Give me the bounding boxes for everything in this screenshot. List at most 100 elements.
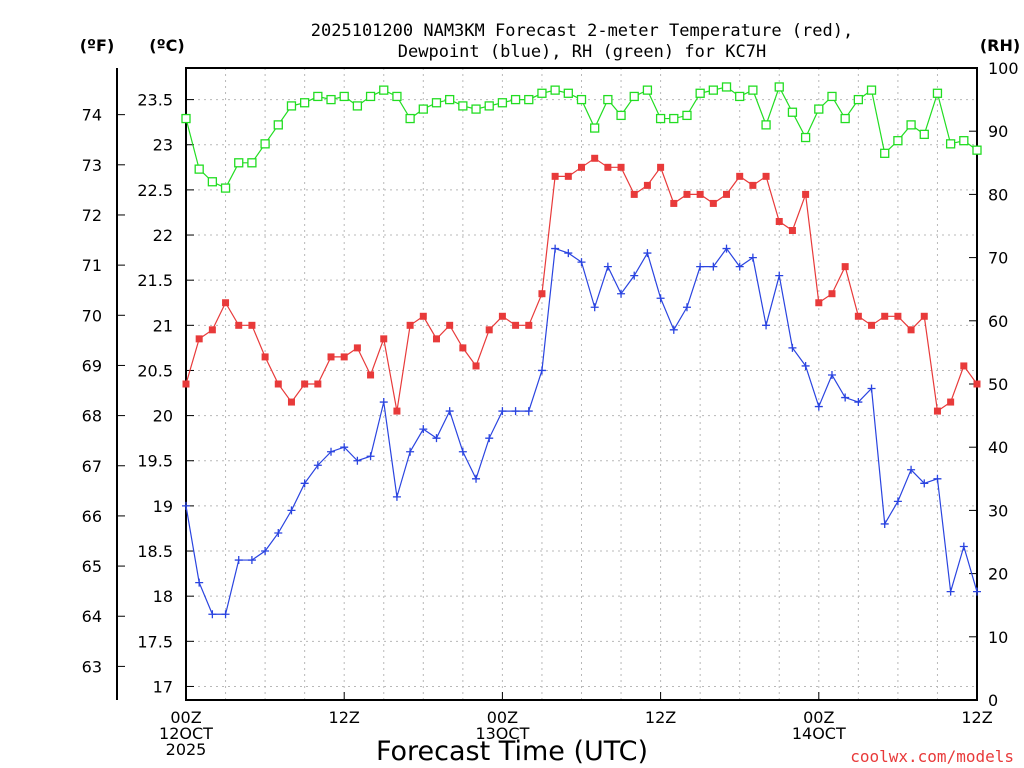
dewpoint-point [880, 519, 889, 528]
rh-unit-label: (RH) [980, 36, 1020, 55]
rh-point [181, 113, 191, 124]
rh-point [919, 129, 929, 140]
temperature-point [432, 335, 440, 343]
fahrenheit-tick-label: 71 [82, 256, 102, 275]
dewpoint-point [392, 492, 401, 501]
temperature-point [222, 299, 230, 307]
rh-point [655, 113, 666, 124]
fahrenheit-tick-label: 74 [82, 106, 102, 125]
dewpoint-point [208, 610, 217, 619]
temperature-point [498, 312, 506, 320]
fahrenheit-tick-label: 70 [82, 306, 102, 325]
x-tick-label: 13OCT [475, 724, 529, 743]
dewpoint-point [709, 262, 718, 271]
fahrenheit-tick-label: 66 [82, 507, 102, 526]
rh-point [814, 104, 824, 114]
temperature-point [643, 181, 651, 189]
rh-point [959, 136, 969, 146]
rh-point [893, 136, 903, 146]
celsius-tick-label: 23.5 [137, 91, 173, 110]
temperature-point [762, 172, 770, 180]
temperature-point [749, 181, 757, 189]
dewpoint-point [524, 407, 533, 416]
series-dewpoint [182, 244, 981, 619]
dewpoint-point [445, 407, 454, 416]
dewpoint-point [735, 262, 744, 271]
dewpoint-point [907, 465, 916, 474]
celsius-tick-label: 19.5 [137, 452, 173, 471]
temperature-point [274, 380, 282, 388]
rh-point [669, 113, 679, 124]
temperature-point [657, 163, 665, 171]
rh-tick-label: 10 [988, 628, 1008, 647]
dewpoint-point [353, 456, 362, 465]
temperature-point [182, 380, 190, 388]
temperature-point [960, 362, 968, 370]
fahrenheit-tick-label: 72 [82, 206, 102, 225]
rh-point [313, 91, 323, 102]
temperature-point [472, 362, 480, 370]
celsius-tick-label: 21.5 [137, 271, 173, 290]
temperature-point [446, 321, 454, 329]
x-tick-label: 12OCT [159, 724, 213, 743]
temperature-point [788, 227, 796, 235]
rh-tick-label: 20 [988, 565, 1008, 584]
temperature-point [340, 353, 348, 361]
rh-tick-label: 30 [988, 501, 1008, 520]
rh-point [866, 85, 877, 95]
temperature-point [538, 290, 546, 298]
temperature-point [933, 407, 941, 415]
temperature-point [920, 312, 928, 320]
rh-point [247, 158, 257, 168]
temperature-point [696, 190, 704, 198]
dewpoint-point [577, 258, 586, 267]
rh-tick-label: 60 [988, 312, 1008, 331]
dewpoint-point [696, 262, 705, 271]
temperature-point [525, 321, 533, 329]
dewpoint-point [762, 321, 771, 330]
rh-point [392, 91, 402, 102]
dewpoint-point [643, 249, 652, 258]
celsius-tick-label: 22 [153, 226, 173, 245]
rh-tick-label: 0 [988, 691, 998, 710]
rh-point [721, 82, 732, 92]
temperature-point [973, 380, 981, 388]
temperature-point [841, 263, 849, 271]
dewpoint-point [617, 289, 626, 298]
rh-point [827, 91, 837, 102]
temperature-point [485, 326, 493, 334]
data-series [181, 82, 982, 619]
rh-point [800, 132, 811, 143]
rh-point [458, 101, 468, 111]
rh-tick-label: 40 [988, 438, 1008, 457]
dewpoint-point [498, 407, 507, 416]
temperature-point [894, 312, 902, 320]
temperature-point [578, 163, 585, 171]
temperature-point [802, 190, 810, 198]
fahrenheit-tick-label: 65 [82, 557, 102, 576]
rh-tick-label: 100 [988, 59, 1019, 78]
x-tick-label: 2025 [166, 740, 207, 759]
dewpoint-point [827, 370, 836, 379]
temperature-point [287, 398, 295, 406]
dewpoint-point [182, 501, 190, 510]
temperature-point [683, 190, 691, 198]
temperature-point [353, 344, 361, 352]
temperature-point [630, 190, 638, 198]
temperature-point [736, 172, 744, 180]
temperature-point [617, 163, 625, 171]
rh-point [695, 88, 705, 98]
rh-point [299, 98, 310, 108]
rh-point [563, 88, 573, 98]
temperature-point [775, 217, 783, 225]
rh-point [708, 85, 718, 95]
rh-point [352, 101, 363, 111]
temperature-point [327, 353, 335, 361]
dewpoint-point [511, 407, 520, 416]
temperature-point [459, 344, 467, 352]
dewpoint-point [748, 253, 757, 262]
dewpoint-point [854, 398, 863, 407]
rh-point [590, 123, 600, 133]
x-tick-label: 12Z [961, 708, 992, 727]
fahrenheit-tick-label: 68 [82, 407, 102, 426]
